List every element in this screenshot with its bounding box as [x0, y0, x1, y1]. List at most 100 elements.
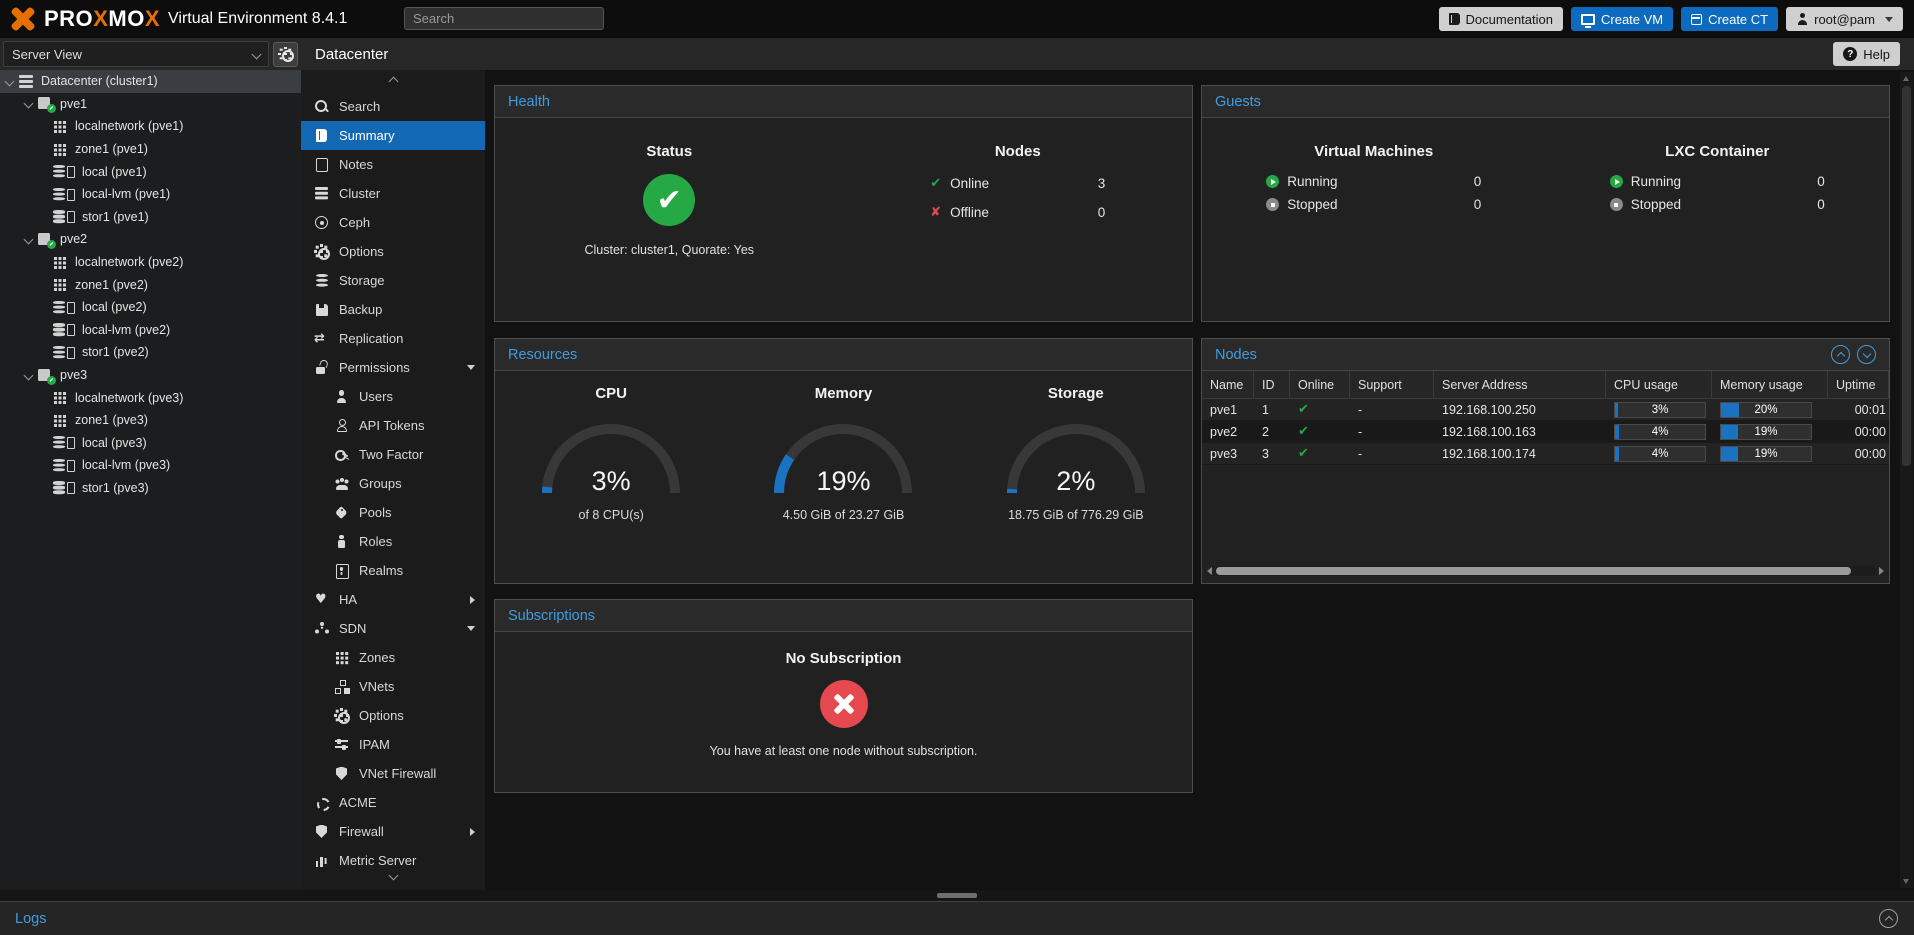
menu-scroll-down[interactable]: [301, 870, 485, 890]
menu-item-users[interactable]: Users: [301, 382, 485, 411]
menu-item-roles[interactable]: Roles: [301, 527, 485, 556]
expander-icon[interactable]: [23, 234, 34, 245]
expander-icon[interactable]: [23, 370, 34, 380]
tree-item-zone1-pve3[interactable]: zone1 (pve3): [0, 409, 301, 432]
menu-item-backup[interactable]: Backup: [301, 295, 485, 324]
cpu-usage-bar: 4%: [1614, 423, 1706, 440]
menu-item-options[interactable]: Options: [301, 237, 485, 266]
scroll-up-icon[interactable]: [1903, 76, 1909, 81]
sidebar-settings-button[interactable]: [273, 41, 298, 67]
node-address: 192.168.100.163: [1442, 424, 1536, 439]
splitter-handle-icon[interactable]: [937, 893, 977, 898]
panel-expand-down-button[interactable]: [1857, 345, 1876, 364]
tree-item-local-pve3[interactable]: local (pve3): [0, 432, 301, 455]
menu-item-cluster[interactable]: Cluster: [301, 179, 485, 208]
tree-item-pve1[interactable]: pve1: [0, 93, 301, 116]
menu-item-label: Zones: [359, 650, 396, 665]
key-icon: [334, 447, 349, 462]
grid-icon: [334, 650, 349, 665]
scrollbar-thumb[interactable]: [1902, 86, 1911, 466]
menu-item-summary[interactable]: Summary: [301, 121, 485, 150]
menu-item-groups[interactable]: Groups: [301, 469, 485, 498]
tree-item-zone1-pve1[interactable]: zone1 (pve1): [0, 138, 301, 161]
menu-item-pools[interactable]: Pools: [301, 498, 485, 527]
create-vm-button[interactable]: Create VM: [1571, 7, 1674, 31]
menu-item-storage[interactable]: Storage: [301, 266, 485, 295]
documentation-button[interactable]: Documentation: [1438, 7, 1563, 31]
menu-item-firewall[interactable]: Firewall: [301, 817, 485, 846]
tree-item-stor1-pve1[interactable]: stor1 (pve1): [0, 206, 301, 229]
proxmox-logo[interactable]: PROXMOX Virtual Environment 8.4.1: [8, 6, 347, 32]
menu-item-ha[interactable]: HA: [301, 585, 485, 614]
menu-item-zones[interactable]: Zones: [301, 643, 485, 672]
menu-item-permissions[interactable]: Permissions: [301, 353, 485, 382]
menu-item-acme[interactable]: ACME: [301, 788, 485, 817]
global-search-input[interactable]: [404, 7, 604, 30]
menu-item-two-factor[interactable]: Two Factor: [301, 440, 485, 469]
health-panel-header: Health: [495, 86, 1192, 118]
horizontal-scrollbar[interactable]: [1207, 564, 1884, 578]
view-selector[interactable]: Server View: [3, 41, 269, 67]
menu-item-realms[interactable]: Realms: [301, 556, 485, 585]
page-title: Datacenter: [315, 45, 389, 63]
help-button[interactable]: ? Help: [1833, 42, 1900, 66]
menu-item-ceph[interactable]: Ceph: [301, 208, 485, 237]
column-header-id[interactable]: ID: [1254, 371, 1290, 398]
menu-item-metric-server[interactable]: Metric Server: [301, 846, 485, 875]
node-row-pve1[interactable]: pve1 1 ✔ - 192.168.100.250 3% 20% 00:01: [1202, 399, 1889, 421]
menu-item-api-tokens[interactable]: API Tokens: [301, 411, 485, 440]
scrollbar-track[interactable]: [1215, 566, 1876, 576]
logs-splitter[interactable]: [0, 890, 1914, 901]
scrollbar-thumb[interactable]: [1216, 567, 1851, 575]
expander-icon[interactable]: [23, 98, 34, 109]
tree-item-zone1-pve2[interactable]: zone1 (pve2): [0, 273, 301, 296]
chevron-down-icon: [1862, 349, 1871, 358]
tree-item-pve3[interactable]: pve3: [0, 364, 301, 387]
tree-item-local-pve1[interactable]: local (pve1): [0, 160, 301, 183]
node-row-pve3[interactable]: pve3 3 ✔ - 192.168.100.174 4% 19% 00:00: [1202, 443, 1889, 465]
menu-item-options[interactable]: Options: [301, 701, 485, 730]
column-header-support[interactable]: Support: [1350, 371, 1434, 398]
column-header-uptime[interactable]: Uptime: [1828, 371, 1889, 398]
expander-icon[interactable]: [4, 76, 15, 87]
column-header-name[interactable]: Name: [1202, 371, 1254, 398]
tree-item-pve2[interactable]: pve2: [0, 228, 301, 251]
usage-fill: [1721, 424, 1739, 439]
menu-item-ipam[interactable]: IPAM: [301, 730, 485, 759]
logs-collapse-button[interactable]: [1879, 909, 1898, 928]
cpu-gauge-label: CPU: [595, 385, 627, 402]
menu-item-vnets[interactable]: VNets: [301, 672, 485, 701]
user-menu-button[interactable]: root@pam: [1786, 7, 1903, 31]
tree-item-localnetwork-pve2[interactable]: localnetwork (pve2): [0, 251, 301, 274]
menu-item-vnet-firewall[interactable]: VNet Firewall: [301, 759, 485, 788]
lxc-stopped-count: 0: [1817, 197, 1825, 212]
vertical-scrollbar[interactable]: [1900, 72, 1913, 888]
tree-item-localnetwork-pve1[interactable]: localnetwork (pve1): [0, 115, 301, 138]
column-header-cpu-usage[interactable]: CPU usage: [1606, 371, 1712, 398]
menu-item-label: Options: [339, 244, 384, 259]
tree-item-datacenter-cluster1[interactable]: Datacenter (cluster1): [0, 70, 301, 93]
node-icon: [38, 232, 56, 249]
tree-item-stor1-pve2[interactable]: stor1 (pve2): [0, 341, 301, 364]
tree-item-localnetwork-pve3[interactable]: localnetwork (pve3): [0, 386, 301, 409]
tree-item-local-pve2[interactable]: local (pve2): [0, 296, 301, 319]
menu-item-replication[interactable]: Replication: [301, 324, 485, 353]
create-ct-button[interactable]: Create CT: [1681, 7, 1779, 31]
tree-item-local-lvm-pve2[interactable]: local-lvm (pve2): [0, 319, 301, 342]
scroll-left-icon[interactable]: [1207, 567, 1212, 575]
scroll-down-icon[interactable]: [1903, 879, 1909, 884]
column-header-server-address[interactable]: Server Address: [1434, 371, 1606, 398]
column-header-memory-usage[interactable]: Memory usage: [1712, 371, 1828, 398]
tree-item-local-lvm-pve3[interactable]: local-lvm (pve3): [0, 454, 301, 477]
scroll-right-icon[interactable]: [1879, 567, 1884, 575]
menu-item-search[interactable]: Search: [301, 92, 485, 121]
panel-collapse-up-button[interactable]: [1831, 345, 1850, 364]
tree-item-local-lvm-pve1[interactable]: local-lvm (pve1): [0, 183, 301, 206]
node-row-pve2[interactable]: pve2 2 ✔ - 192.168.100.163 4% 19% 00:00: [1202, 421, 1889, 443]
menu-scroll-up[interactable]: [301, 70, 485, 92]
column-header-online[interactable]: Online: [1290, 371, 1350, 398]
tree-item-stor1-pve3[interactable]: stor1 (pve3): [0, 477, 301, 500]
menu-item-notes[interactable]: Notes: [301, 150, 485, 179]
menu-item-sdn[interactable]: SDN: [301, 614, 485, 643]
node-uptime: 00:00: [1854, 424, 1886, 439]
